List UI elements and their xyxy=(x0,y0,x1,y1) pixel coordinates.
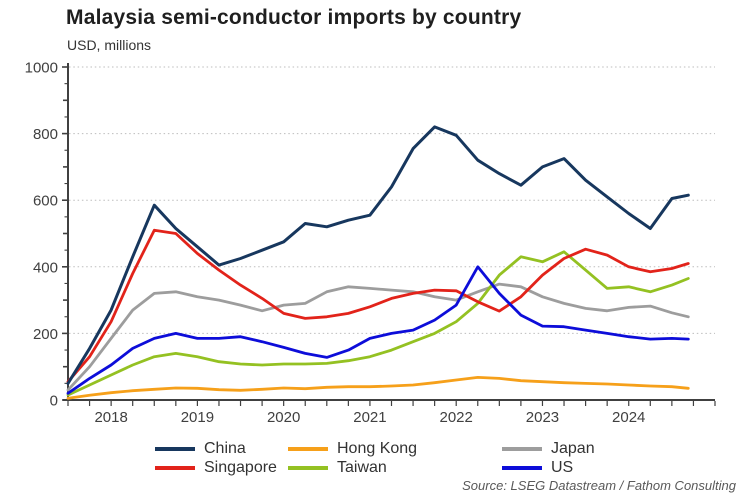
y-tick-label: 200 xyxy=(33,326,58,343)
legend-item-hong-kong: Hong Kong xyxy=(288,440,418,457)
series-line-taiwan xyxy=(66,250,690,397)
legend-item-us: US xyxy=(502,459,574,476)
legend-label-taiwan: Taiwan xyxy=(337,459,387,476)
legend-item-singapore: Singapore xyxy=(155,459,277,476)
y-tick-label: 600 xyxy=(33,193,58,210)
series-line-singapore xyxy=(66,228,690,384)
y-tick-label: 1000 xyxy=(25,60,58,77)
series-line-hong-kong xyxy=(66,375,690,400)
x-tick-label: 2024 xyxy=(612,409,645,426)
y-tick-label: 800 xyxy=(33,126,58,143)
legend-label-us: US xyxy=(551,459,574,476)
source-credit: Source: LSEG Datastream / Fathom Consult… xyxy=(462,478,736,493)
legend-swatch-taiwan xyxy=(288,466,328,470)
x-tick-label: 2021 xyxy=(353,409,386,426)
legend-swatch-hong-kong xyxy=(288,447,328,451)
y-tick-label: 0 xyxy=(50,393,58,410)
chart-title: Malaysia semi-conductor imports by count… xyxy=(66,6,522,29)
legend-item-taiwan: Taiwan xyxy=(288,459,387,476)
x-tick-label: 2023 xyxy=(526,409,559,426)
legend-label-china: China xyxy=(204,440,246,457)
series-line-china xyxy=(66,125,690,385)
legend-swatch-japan xyxy=(502,447,542,451)
x-tick-label: 2020 xyxy=(267,409,300,426)
legend-swatch-us xyxy=(502,466,542,470)
x-tick-label: 2018 xyxy=(94,409,127,426)
legend-item-china: China xyxy=(155,440,246,457)
y-tick-label: 400 xyxy=(33,259,58,276)
series-line-japan xyxy=(66,282,690,392)
legend-swatch-china xyxy=(155,447,195,451)
x-tick-label: 2019 xyxy=(181,409,214,426)
chart-legend: China Singapore Hong Kong Taiwan Japan US xyxy=(0,438,750,478)
series-line-us xyxy=(66,265,690,395)
legend-item-japan: Japan xyxy=(502,440,595,457)
x-tick-label: 2022 xyxy=(440,409,473,426)
legend-swatch-singapore xyxy=(155,466,195,470)
legend-label-hong-kong: Hong Kong xyxy=(337,440,418,457)
chart-subtitle: USD, millions xyxy=(67,37,152,53)
legend-label-japan: Japan xyxy=(551,440,595,457)
legend-label-singapore: Singapore xyxy=(204,459,277,476)
